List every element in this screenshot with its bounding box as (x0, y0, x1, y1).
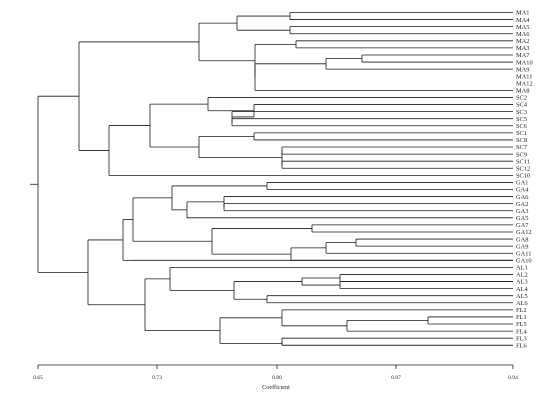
leaf-label: GA5 (516, 215, 528, 222)
leaf-label: GA1 (516, 180, 528, 187)
leaf-label: MA5 (516, 24, 530, 31)
leaf-label: FL3 (516, 335, 527, 342)
leaf-label: SC8 (516, 137, 527, 144)
leaf-label: GA2 (516, 201, 528, 208)
x-tick-label: 0.73 (152, 375, 162, 381)
leaf-label: AL5 (516, 293, 528, 300)
leaf-label: MA2 (516, 38, 530, 45)
leaf-label: GA12 (516, 229, 532, 236)
leaf-label: MA6 (516, 31, 530, 38)
leaf-label: AL6 (516, 300, 528, 307)
leaf-label: SC2 (516, 95, 527, 102)
leaf-label: MA3 (516, 45, 530, 52)
leaf-label: GA10 (516, 258, 532, 265)
leaf-label: FL4 (516, 328, 527, 335)
leaf-label: MA8 (516, 88, 530, 95)
x-axis: 0.65 0.73 0.80 0.87 0.94 Coefficient (33, 364, 518, 391)
leaf-label: SC10 (516, 173, 530, 180)
leaf-label: SC12 (516, 165, 530, 172)
leaf-label: GA3 (516, 208, 528, 215)
x-tick-label: 0.87 (391, 375, 401, 381)
x-axis-title: Coefficient (262, 384, 290, 391)
leaf-label: GA9 (516, 243, 528, 250)
leaf-label: SC3 (516, 109, 527, 116)
dendrogram-branches (30, 12, 513, 346)
leaf-label: AL1 (516, 265, 528, 272)
leaf-label: SC9 (516, 151, 527, 158)
leaf-label: MA12 (516, 81, 533, 88)
leaf-label: AL4 (516, 286, 529, 293)
leaf-label: SC7 (516, 144, 528, 151)
leaf-label: SC6 (516, 123, 527, 130)
leaf-label: GA4 (516, 187, 529, 194)
leaf-label: GA7 (516, 222, 529, 229)
leaf-label: SC4 (516, 102, 528, 109)
leaf-label: SC5 (516, 116, 527, 123)
leaf-label: MA4 (516, 17, 530, 24)
leaf-label: MA1 (516, 10, 530, 17)
leaf-label: MA10 (516, 59, 533, 66)
leaf-label: FL2 (516, 307, 527, 314)
x-tick-label: 0.65 (33, 375, 43, 381)
leaf-label: GA8 (516, 236, 528, 243)
leaf-label: FL5 (516, 321, 527, 328)
leaf-label: AL2 (516, 272, 528, 279)
leaf-labels: MA1MA4MA5MA6MA2MA3MA7MA10MA9MA11MA12MA8S… (516, 10, 533, 350)
leaf-label: SC1 (516, 130, 527, 137)
leaf-label: AL3 (516, 279, 528, 286)
x-tick-label: 0.94 (508, 375, 518, 381)
leaf-label: MA11 (516, 73, 532, 80)
leaf-label: MA7 (516, 52, 530, 59)
leaf-label: SC11 (516, 158, 530, 165)
leaf-label: FL6 (516, 342, 527, 349)
leaf-label: MA9 (516, 66, 530, 73)
x-tick-label: 0.80 (272, 375, 282, 381)
leaf-label: GA11 (516, 250, 531, 257)
leaf-label: GA6 (516, 194, 528, 201)
leaf-label: FL1 (516, 314, 527, 321)
